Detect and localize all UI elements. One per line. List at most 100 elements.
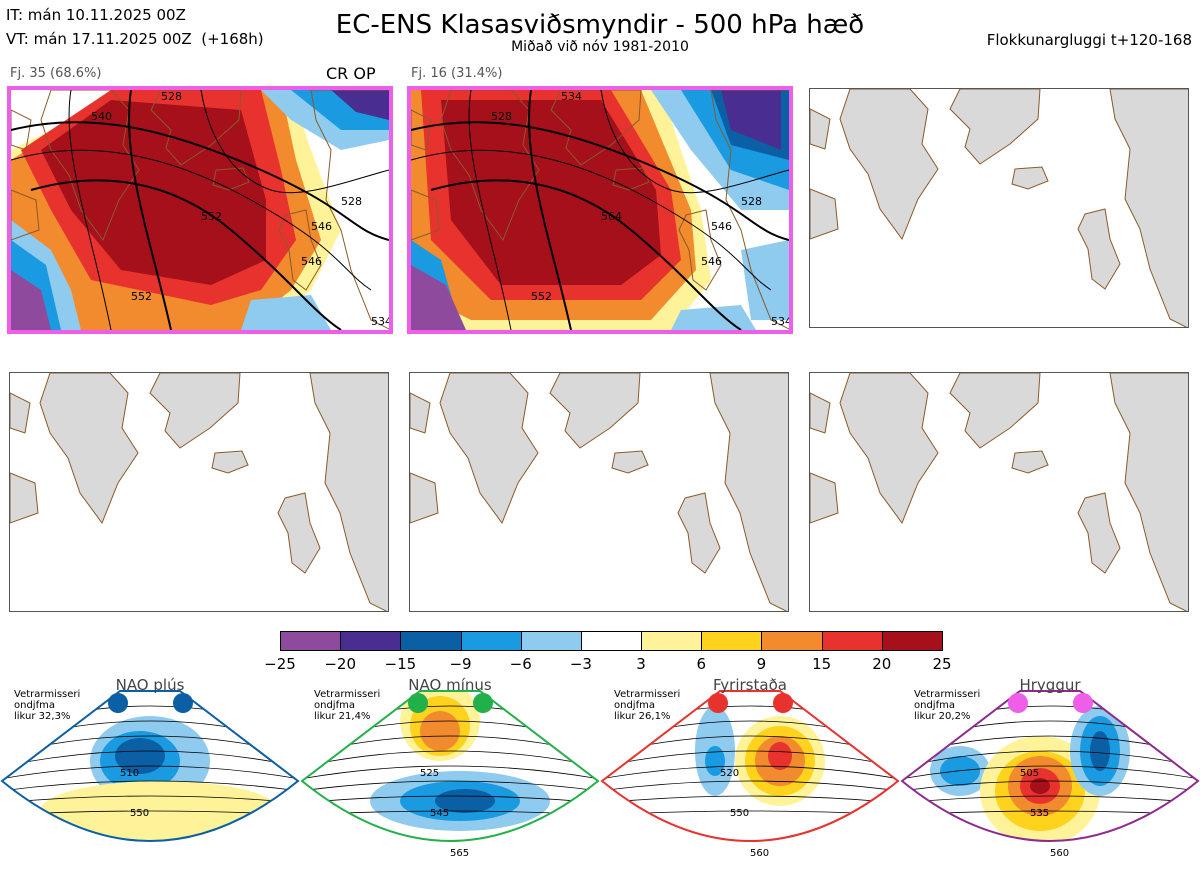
contour-label: 546 [701,255,722,268]
cluster-map-1[interactable]: 528 540 546 546 552 552 528 534 [7,86,393,334]
land-shape [310,90,389,330]
regime-anomaly [1090,731,1110,771]
colorbar-cell [821,631,882,651]
colorbar-cell [580,631,642,651]
regime-note: Vetrarmisseri ondjfma likur 20,2% [914,689,981,722]
regime-map: 505 535 560 [900,690,1200,859]
anomaly-area [331,90,389,120]
regime-contour-label: 535 [1030,808,1049,819]
contour-label: 546 [311,220,332,233]
regime-contour-label: 550 [130,808,149,819]
regime-contour [302,765,598,780]
regime-contour-label: 550 [730,808,749,819]
land-layer [411,90,789,330]
panel-1-tag: CR OP [326,64,376,83]
contour-label: 564 [601,210,622,223]
regime-contour-label: 560 [750,848,769,859]
regime-contour [302,795,598,804]
regime-anomaly [768,742,792,770]
land-shape [411,109,432,151]
contour-label: 546 [711,220,732,233]
colorbar-tick: 25 [932,655,952,673]
height-contour [411,149,772,291]
regime-marker-dot [408,693,428,713]
regime-marker-dot [473,693,493,713]
regime-contour [602,765,898,780]
valid-time: VT: mán 17.11.2025 00Z (+168h) [6,30,264,48]
regime-title: Fyrirstaða [713,676,787,694]
colorbar-tick: −6 [509,655,532,673]
page-title: EC-ENS Klasasviðsmyndir - 500 hPa hæð [335,10,865,40]
colorbar-cell [400,631,461,651]
land-layer [810,89,1188,327]
colorbar-tick: −9 [449,655,472,673]
contour-label: 528 [341,195,362,208]
height-contour [468,90,512,330]
land-shape [411,189,440,241]
map-svg [10,373,388,611]
init-time: IT: mán 10.11.2025 00Z [6,6,186,24]
land-layer [10,373,388,611]
land-shape [11,109,32,151]
regime-contour [2,780,298,792]
colorbar-cell [881,631,943,651]
land-layer [810,373,1188,611]
land-shape [810,188,839,240]
regime-anomaly [115,738,165,774]
colorbar-tick: 3 [636,655,646,673]
contour-label: 534 [561,90,582,103]
regime-marker-dot [1073,693,1093,713]
land-shape [440,90,540,242]
colorbar-tick: 20 [872,655,892,673]
regime-marker-dot [108,693,128,713]
regime-contour [902,765,1198,780]
regime-anomaly [1030,778,1050,794]
land-shape [277,492,321,574]
colorbar-tick: 15 [812,655,832,673]
land-shape [1109,373,1188,611]
height-contour [30,179,342,330]
regime-contour [302,750,598,768]
land-shape [949,89,1041,165]
height-contour [128,90,172,330]
height-contour [11,149,372,291]
regime-anomaly [705,746,725,776]
anomaly-area [11,270,51,330]
regime-contour [902,795,1198,804]
regime-contour-label: 545 [430,808,449,819]
anomaly-svg: 528 540 546 546 552 552 528 534 [11,90,389,330]
regime-marker-dot [773,693,793,713]
land-shape [39,373,139,525]
regime-contour [2,795,298,804]
land-shape [149,373,241,449]
land-shape [1077,492,1121,574]
regime-border [600,690,900,842]
land-shape [150,90,242,166]
contour-label: 552 [531,290,552,303]
classification-window: Flokkunargluggi t+120-168 [986,31,1192,49]
land-shape [10,472,39,524]
colorbar-cell [280,631,341,651]
colorbar-tick: −3 [569,655,592,673]
regime-border [900,690,1200,842]
colorbar-tick: 6 [696,655,707,673]
regime-border [0,690,300,842]
regime-contour [602,750,898,768]
land-layer [410,373,788,611]
regime-contour [2,765,298,780]
regime-contour-label: 520 [720,768,739,779]
height-contour [68,90,112,330]
empty-map-3 [809,88,1189,328]
colorbar-cell [701,631,762,651]
regime-contour-label: 565 [450,848,469,859]
map-svg [810,89,1188,327]
cluster-map-2[interactable]: 534 528 546 546 552 564 528 534 [407,86,793,334]
land-shape [949,373,1041,449]
regime-contour-label: 560 [1050,848,1069,859]
colorbar [280,631,943,651]
regime-contour [602,780,898,792]
regime-map: 520 550 560 [600,690,900,859]
anomaly-area [441,100,661,285]
colorbar-tick: −25 [264,655,296,673]
colorbar-cell [641,631,702,651]
